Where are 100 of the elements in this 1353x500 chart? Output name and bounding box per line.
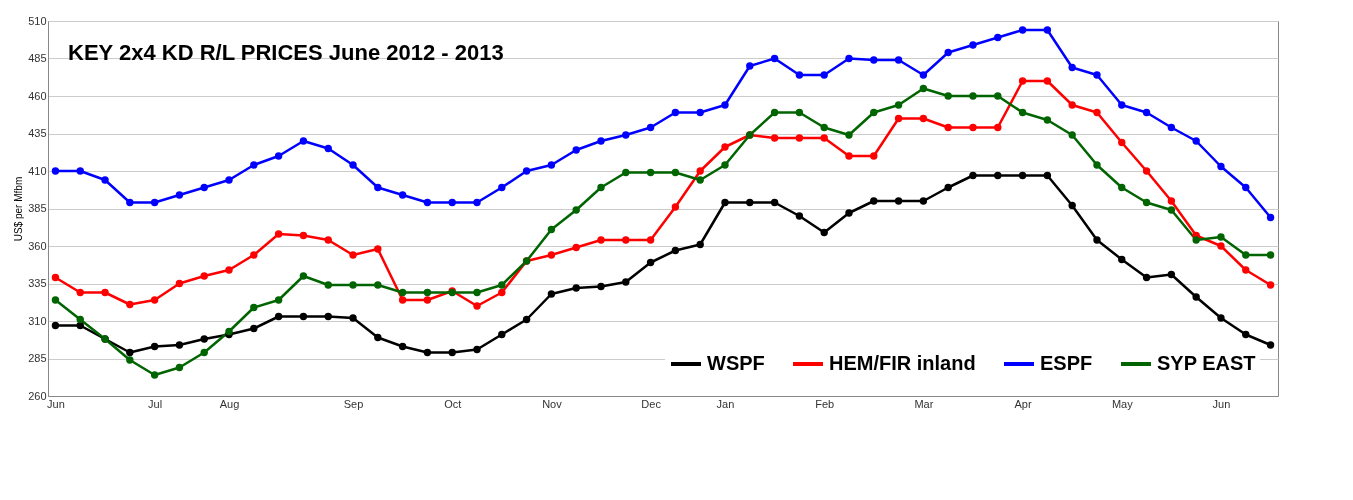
point <box>225 176 233 184</box>
point <box>547 251 556 259</box>
point <box>274 230 283 238</box>
point <box>250 303 258 312</box>
point <box>1217 242 1225 250</box>
point <box>76 315 84 324</box>
point <box>250 161 258 169</box>
point <box>1266 281 1275 289</box>
point <box>274 312 283 321</box>
point <box>770 134 779 142</box>
point <box>646 123 655 132</box>
point <box>324 312 332 321</box>
x-tick-label: Jun <box>47 397 65 410</box>
point <box>671 168 680 177</box>
point <box>1167 197 1176 205</box>
point <box>473 345 481 354</box>
point <box>547 225 556 234</box>
point <box>1043 171 1052 180</box>
point <box>1068 101 1076 109</box>
point <box>870 152 878 160</box>
point <box>398 191 407 199</box>
point <box>820 228 828 237</box>
point <box>547 161 556 169</box>
point <box>994 92 1002 100</box>
text: KEY 2x4 KD R/L PRICES June 2012 - 2013 <box>68 40 504 65</box>
point <box>126 356 134 364</box>
point <box>696 240 704 249</box>
point <box>870 197 878 205</box>
y-axis-title: US$ per Mfbm <box>13 176 25 242</box>
point <box>1142 273 1151 282</box>
y-tick-label: 260 <box>28 389 47 402</box>
y-tick-label: 485 <box>28 52 47 64</box>
x-tick-label: May <box>1111 397 1134 410</box>
point <box>820 134 828 142</box>
point <box>498 183 506 192</box>
point <box>944 183 952 192</box>
point <box>1118 255 1126 264</box>
point <box>473 302 481 310</box>
x-tick-label: Dec <box>641 397 662 410</box>
point <box>1217 314 1225 322</box>
point <box>597 137 605 145</box>
point <box>324 236 332 244</box>
point <box>795 71 804 79</box>
legend-label: HEM/FIR inland <box>829 352 976 374</box>
point <box>919 84 928 93</box>
point <box>1266 213 1275 222</box>
point <box>1266 251 1275 259</box>
point <box>274 296 283 304</box>
point <box>423 296 432 304</box>
point <box>200 348 208 357</box>
point <box>250 324 258 333</box>
point <box>1142 198 1151 207</box>
point <box>398 296 407 304</box>
point <box>696 176 704 184</box>
point <box>274 152 283 160</box>
point <box>721 161 729 169</box>
point <box>200 335 208 343</box>
point <box>1093 108 1101 117</box>
point <box>349 314 357 322</box>
point <box>845 54 853 63</box>
point <box>522 315 531 324</box>
point <box>721 143 729 151</box>
x-tick-label: Feb <box>815 397 835 410</box>
point <box>126 198 134 207</box>
y-tick-label: 335 <box>28 277 47 289</box>
point <box>1242 330 1250 339</box>
point <box>1043 26 1052 34</box>
point <box>572 284 580 292</box>
x-tick-label: Apr <box>1014 397 1032 410</box>
point <box>622 131 630 139</box>
point <box>76 288 84 297</box>
point <box>76 167 84 175</box>
y-tick-label: 285 <box>28 352 47 364</box>
point <box>448 348 456 357</box>
point <box>1043 77 1052 85</box>
point <box>498 281 506 289</box>
point <box>225 266 233 274</box>
point <box>671 108 680 117</box>
point <box>1217 162 1225 171</box>
point <box>746 62 754 70</box>
point <box>473 198 481 207</box>
point <box>423 288 432 297</box>
point <box>646 258 655 267</box>
point <box>547 290 556 298</box>
y-tick-label: 310 <box>28 314 47 327</box>
point <box>299 272 308 280</box>
x-tick-label: Mar <box>914 397 934 410</box>
point <box>671 246 680 255</box>
point <box>126 348 134 357</box>
point <box>324 281 332 289</box>
legend-label: WSPF <box>707 352 765 374</box>
point <box>1192 236 1200 244</box>
x-tick-label: Sep <box>343 397 364 410</box>
point <box>349 251 357 259</box>
point <box>597 282 605 291</box>
point <box>1043 116 1052 124</box>
point <box>299 137 308 145</box>
point <box>1093 236 1101 244</box>
point <box>1093 161 1101 169</box>
point <box>1192 137 1200 145</box>
